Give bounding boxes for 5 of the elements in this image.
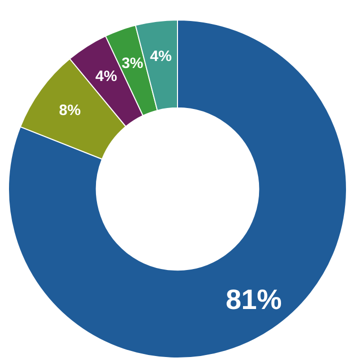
data-label: 8% [59,102,81,119]
data-label: 4% [95,68,118,85]
data-label: 4% [150,48,172,66]
data-label: 3% [122,54,144,72]
data-label: 81% [226,284,282,315]
